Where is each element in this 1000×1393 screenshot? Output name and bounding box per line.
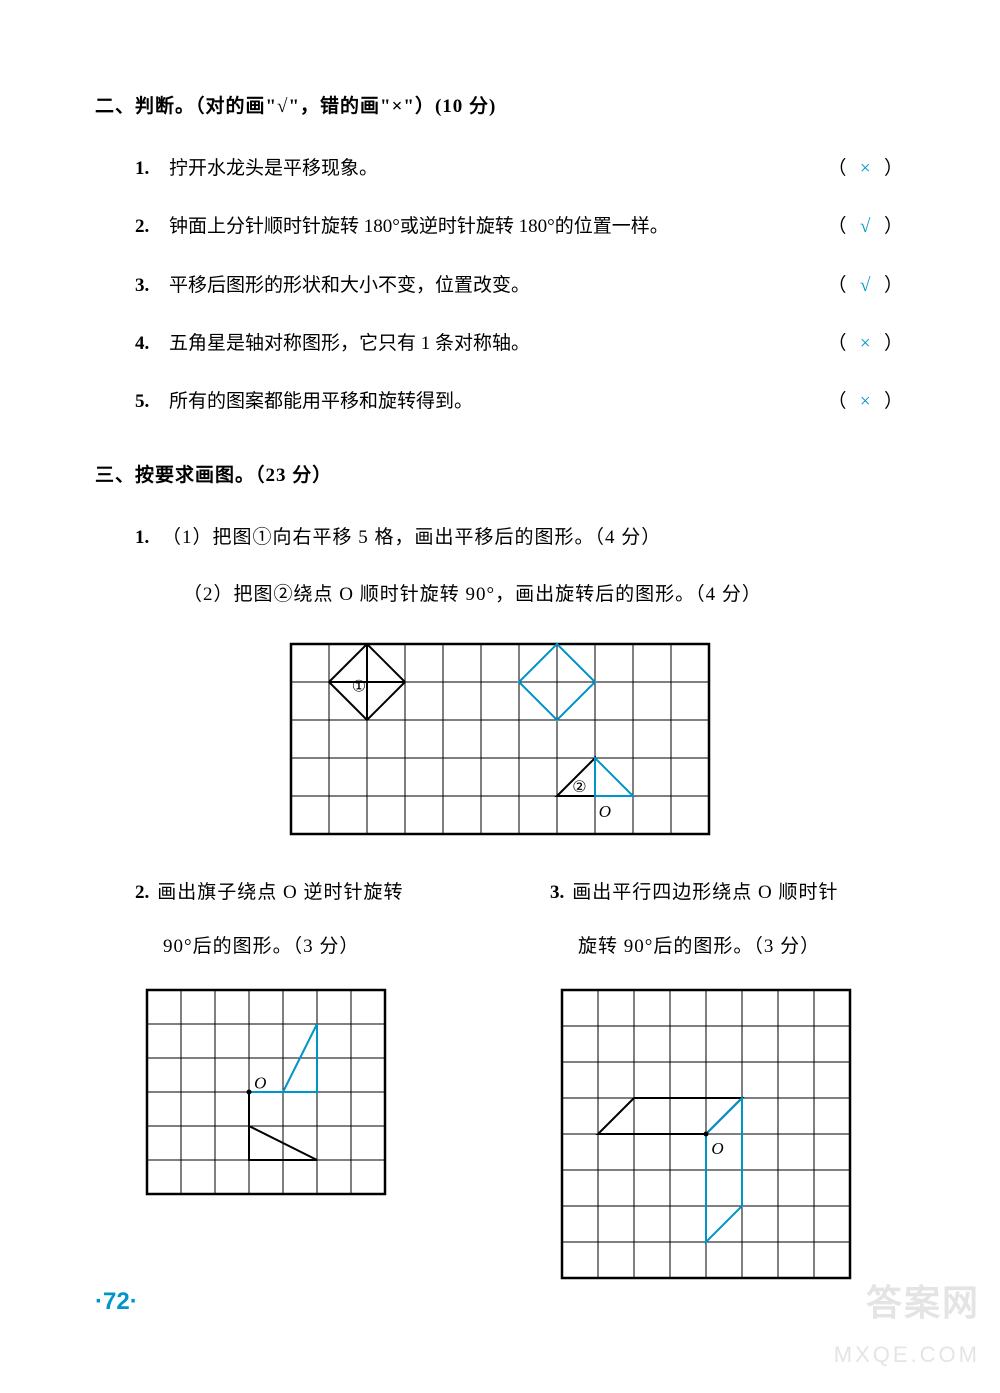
answer-mark: √ [855, 210, 877, 244]
judge-text: 平移后图形的形状和大小不变，位置改变。 [169, 269, 530, 303]
judge-answer: （ √ ） [827, 269, 905, 303]
q2-q3-row: 2. 画出旗子绕点 O 逆时针旋转 90°后的图形。（3 分） O 3. 画出平… [135, 876, 905, 1280]
q3-text2: 旋转 90°后的图形。（3 分） [578, 930, 905, 964]
judge-text: 所有的图案都能用平移和旋转得到。 [169, 385, 473, 419]
svg-text:②: ② [572, 779, 586, 796]
judge-answer: （ × ） [827, 327, 905, 361]
q3-num: 3. [550, 876, 564, 910]
svg-text:O: O [599, 802, 611, 821]
judge-num: 4. [135, 327, 159, 361]
svg-text:O: O [254, 1074, 266, 1093]
answer-mark: × [855, 385, 877, 419]
q1-p2: （2）把图②绕点 O 顺时针旋转 90°，画出旋转后的图形。（4 分） [183, 578, 905, 612]
judge-num: 5. [135, 385, 159, 419]
judge-item: 5. 所有的图案都能用平移和旋转得到。 （ × ） [135, 385, 905, 419]
watermark: 答案网 MXQE.COM [834, 1271, 980, 1375]
q3-text: 画出平行四边形绕点 O 顺时针 [572, 876, 838, 910]
q2-text2: 90°后的图形。（3 分） [163, 930, 490, 964]
q3-grid: O [560, 988, 852, 1280]
judge-item: 4. 五角星是轴对称图形，它只有 1 条对称轴。 （ × ） [135, 327, 905, 361]
judge-item: 2. 钟面上分针顺时针旋转 180°或逆时针旋转 180°的位置一样。 （ √ … [135, 210, 905, 244]
q1-grid: ① ②O [289, 642, 711, 836]
q2-col: 2. 画出旗子绕点 O 逆时针旋转 90°后的图形。（3 分） O [135, 876, 490, 1280]
answer-mark: × [855, 327, 877, 361]
judge-num: 1. [135, 152, 159, 186]
judge-list: 1. 拧开水龙头是平移现象。 （ × ） 2. 钟面上分针顺时针旋转 180°或… [135, 152, 905, 419]
answer-mark: × [855, 152, 877, 186]
judge-num: 2. [135, 210, 159, 244]
judge-num: 3. [135, 269, 159, 303]
judge-item: 3. 平移后图形的形状和大小不变，位置改变。 （ √ ） [135, 269, 905, 303]
judge-answer: （ × ） [827, 152, 905, 186]
q1-p1: （1）把图①向右平移 5 格，画出平移后的图形。（4 分） [162, 527, 661, 548]
q2-text: 画出旗子绕点 O 逆时针旋转 [157, 876, 403, 910]
judge-text: 拧开水龙头是平移现象。 [169, 152, 378, 186]
q1-block: 1. （1）把图①向右平移 5 格，画出平移后的图形。（4 分） （2）把图②绕… [135, 521, 905, 611]
watermark-line1: 答案网 [834, 1271, 980, 1336]
answer-mark: √ [855, 269, 877, 303]
q1-num: 1. [135, 527, 149, 548]
section2-header: 二、判断。（对的画"√"，错的画"×"）(10 分) [95, 90, 905, 124]
judge-text: 五角星是轴对称图形，它只有 1 条对称轴。 [169, 327, 530, 361]
judge-item: 1. 拧开水龙头是平移现象。 （ × ） [135, 152, 905, 186]
watermark-line2: MXQE.COM [834, 1335, 980, 1375]
q2-grid: O [145, 988, 387, 1196]
section3-header: 三、按要求画图。（23 分） [95, 459, 905, 493]
judge-answer: （ × ） [827, 385, 905, 419]
judge-text: 钟面上分针顺时针旋转 180°或逆时针旋转 180°的位置一样。 [169, 210, 669, 244]
svg-text:O: O [711, 1139, 723, 1158]
q2-num: 2. [135, 876, 149, 910]
judge-answer: （ √ ） [827, 210, 905, 244]
q3-col: 3. 画出平行四边形绕点 O 顺时针 旋转 90°后的图形。（3 分） O [550, 876, 905, 1280]
svg-text:①: ① [352, 678, 366, 695]
page-number: ·72· [95, 1280, 138, 1323]
q1-grid-wrap: ① ②O [95, 642, 905, 836]
